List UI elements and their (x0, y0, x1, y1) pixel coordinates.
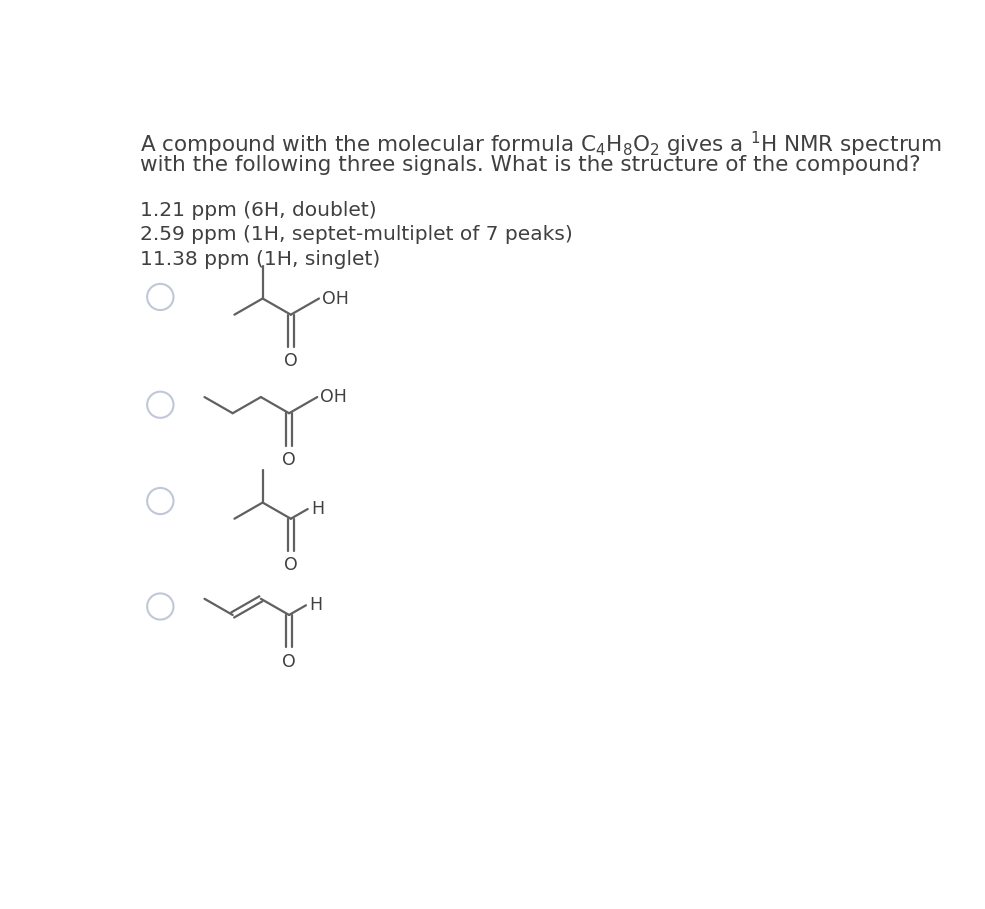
Text: O: O (284, 353, 297, 370)
Text: OH: OH (320, 388, 348, 406)
Text: H: H (311, 500, 324, 518)
Text: O: O (282, 451, 296, 469)
Text: 1.21 ppm (6H, doublet): 1.21 ppm (6H, doublet) (140, 201, 377, 220)
Text: O: O (282, 653, 296, 671)
Text: H: H (309, 596, 322, 614)
Text: O: O (284, 556, 297, 574)
Text: OH: OH (322, 289, 349, 307)
Text: A compound with the molecular formula $\mathregular{C_4H_8O_2}$ gives a $\mathre: A compound with the molecular formula $\… (140, 130, 942, 159)
Text: with the following three signals. What is the structure of the compound?: with the following three signals. What i… (140, 155, 921, 175)
Text: 2.59 ppm (1H, septet-multiplet of 7 peaks): 2.59 ppm (1H, septet-multiplet of 7 peak… (140, 225, 573, 245)
Text: 11.38 ppm (1H, singlet): 11.38 ppm (1H, singlet) (140, 250, 380, 269)
